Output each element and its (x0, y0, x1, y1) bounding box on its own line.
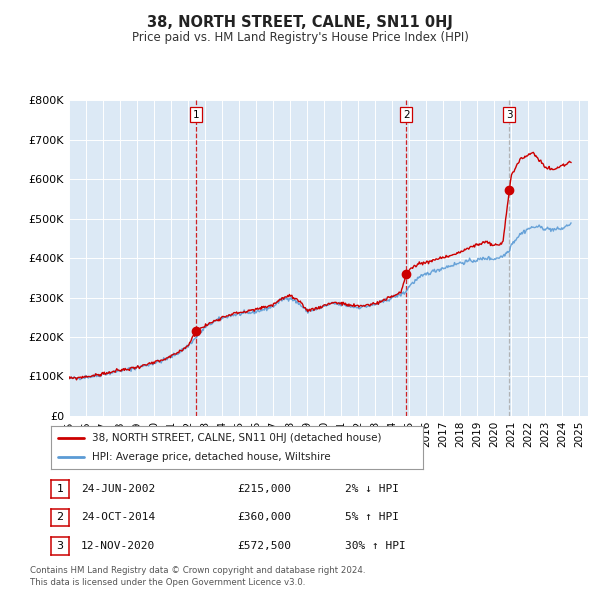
Text: Contains HM Land Registry data © Crown copyright and database right 2024.
This d: Contains HM Land Registry data © Crown c… (30, 566, 365, 587)
Text: 3: 3 (506, 110, 512, 120)
Text: HPI: Average price, detached house, Wiltshire: HPI: Average price, detached house, Wilt… (92, 453, 331, 463)
Text: 2: 2 (56, 513, 64, 522)
Text: Price paid vs. HM Land Registry's House Price Index (HPI): Price paid vs. HM Land Registry's House … (131, 31, 469, 44)
Text: 30% ↑ HPI: 30% ↑ HPI (345, 541, 406, 550)
Text: 12-NOV-2020: 12-NOV-2020 (81, 541, 155, 550)
Text: £572,500: £572,500 (237, 541, 291, 550)
Text: 38, NORTH STREET, CALNE, SN11 0HJ (detached house): 38, NORTH STREET, CALNE, SN11 0HJ (detac… (92, 432, 382, 442)
Text: £215,000: £215,000 (237, 484, 291, 494)
Text: 38, NORTH STREET, CALNE, SN11 0HJ: 38, NORTH STREET, CALNE, SN11 0HJ (147, 15, 453, 30)
Text: 1: 1 (56, 484, 64, 494)
Text: 24-OCT-2014: 24-OCT-2014 (81, 513, 155, 522)
Text: 1: 1 (193, 110, 200, 120)
Text: £360,000: £360,000 (237, 513, 291, 522)
Text: 3: 3 (56, 541, 64, 550)
Text: 2% ↓ HPI: 2% ↓ HPI (345, 484, 399, 494)
Text: 2: 2 (403, 110, 409, 120)
Text: 5% ↑ HPI: 5% ↑ HPI (345, 513, 399, 522)
Text: 24-JUN-2002: 24-JUN-2002 (81, 484, 155, 494)
